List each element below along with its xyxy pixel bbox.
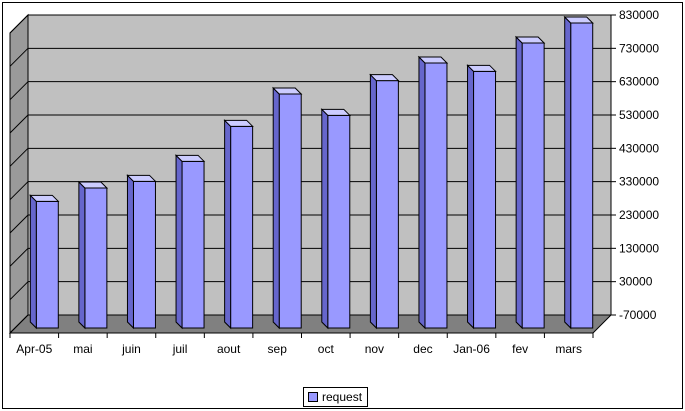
x-tick-label: Jan-06 <box>453 342 490 356</box>
legend-label: request <box>322 390 363 404</box>
bar-top <box>563 16 594 24</box>
x-tick-label: sep <box>268 342 288 356</box>
bar-top <box>223 119 254 127</box>
gridlines <box>9 14 611 334</box>
y-tick-label: -70000 <box>619 308 657 322</box>
bar-top <box>369 74 400 82</box>
bar-side <box>515 35 523 330</box>
gridline-side <box>9 214 29 234</box>
gridline-side <box>9 147 29 167</box>
x-tick-label: dec <box>413 342 432 356</box>
legend: request <box>303 387 369 407</box>
x-tick-label: oct <box>318 342 335 356</box>
bar-side <box>29 194 37 330</box>
x-tick-label: juin <box>121 342 141 356</box>
bar <box>77 180 109 330</box>
bar <box>514 35 546 330</box>
bar-front <box>521 42 545 329</box>
bar-side <box>418 55 426 330</box>
bar-top <box>320 108 351 116</box>
bars <box>29 15 594 330</box>
bar-side <box>467 64 475 330</box>
x-axis-ticks: Apr-05 mai juin juil aout sep oct nov dec Jan-06 f… <box>9 332 594 356</box>
bar <box>223 119 254 330</box>
x-tick-label: mai <box>73 342 92 356</box>
bar-top <box>174 154 206 162</box>
bar <box>466 64 497 330</box>
gridline-side <box>9 81 29 101</box>
y-tick-label: 30000 <box>619 275 653 289</box>
gridline-side <box>9 14 29 34</box>
bar-side <box>369 73 377 330</box>
y-tick-label: 630000 <box>619 75 659 89</box>
bar-front <box>132 180 156 329</box>
x-tick-label: Apr-05 <box>16 342 52 356</box>
bar-front <box>473 70 497 329</box>
bar-top <box>466 64 497 72</box>
bar-side <box>126 174 134 330</box>
y-tick-label: 130000 <box>619 241 659 255</box>
bar-top <box>272 87 303 95</box>
bar-side <box>78 180 86 330</box>
bar <box>320 108 351 330</box>
bar-front <box>327 114 351 329</box>
gridline-side <box>9 181 29 201</box>
y-tick-label: 430000 <box>619 141 659 155</box>
bar-front <box>35 200 59 329</box>
bar-side <box>321 108 329 330</box>
bar-front <box>278 93 302 329</box>
bar-front <box>230 125 254 329</box>
bar-front <box>84 187 108 329</box>
bar-top <box>417 56 449 64</box>
bar <box>174 154 206 330</box>
gridline-side <box>9 47 29 67</box>
y-tick-label: 230000 <box>619 208 659 222</box>
x-tick-label: mars <box>555 342 582 356</box>
side-wall <box>9 13 29 335</box>
y-tick-label: 830000 <box>619 8 659 22</box>
bar <box>563 15 594 330</box>
y-tick-label: 330000 <box>619 175 659 189</box>
x-tick-label: juil <box>172 342 188 356</box>
x-tick-label: nov <box>365 342 384 356</box>
bar-top <box>77 181 109 189</box>
gridline-side <box>9 247 29 267</box>
bar <box>417 55 449 330</box>
bar-top <box>514 36 546 44</box>
bar-front <box>181 160 205 329</box>
bar-front <box>570 22 594 329</box>
bar <box>126 174 157 330</box>
bar-side <box>272 86 280 330</box>
chart-plot: 830000 730000 630000 530000 430000 330000 2300… <box>8 8 659 356</box>
gridline-side <box>9 114 29 134</box>
x-tick-label: fev <box>512 342 528 356</box>
y-tick-label: 530000 <box>619 108 659 122</box>
x-tick-label: aout <box>217 342 241 356</box>
bar-front <box>424 62 448 329</box>
y-tick-label: 730000 <box>619 41 659 55</box>
bar-top <box>126 174 157 182</box>
bar <box>29 194 60 330</box>
gridline-side <box>9 314 29 334</box>
bar-side <box>224 119 232 330</box>
y-axis-ticks: 830000 730000 630000 530000 430000 330000 2300… <box>610 8 659 322</box>
legend-swatch <box>308 392 318 402</box>
bar-side <box>564 15 572 330</box>
bar <box>272 86 303 330</box>
bar-front <box>375 80 399 329</box>
bar <box>369 73 400 330</box>
bar-top <box>29 194 60 202</box>
bar-side <box>175 154 183 330</box>
gridline-side <box>9 281 29 301</box>
